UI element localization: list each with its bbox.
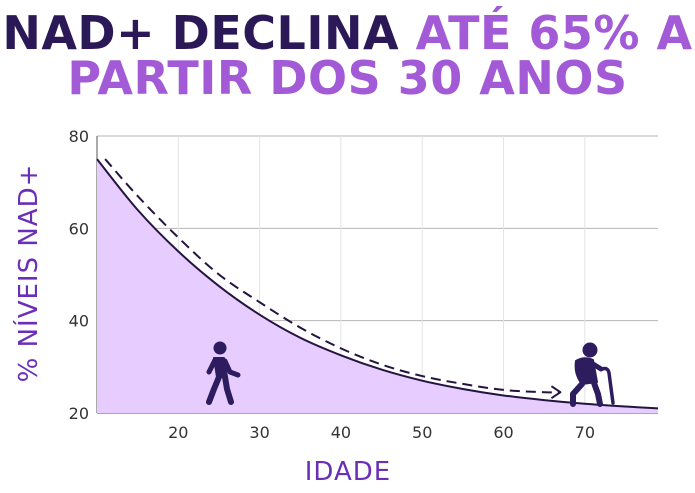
y-tick-label: 80 <box>69 127 89 146</box>
y-tick-label: 40 <box>69 312 89 331</box>
title-dark-part: NAD+ DECLINA <box>2 6 400 60</box>
y-axis-label: % NÍVEIS NAD+ <box>12 164 44 383</box>
x-tick-label: 40 <box>331 423 351 442</box>
walking-person-icon <box>206 341 241 405</box>
y-tick-label: 60 <box>69 219 89 238</box>
dashed-curve-arrowhead <box>550 385 562 400</box>
x-tick-label: 60 <box>493 423 513 442</box>
y-ticks: 20 40 60 80 <box>69 127 89 423</box>
title-line-1: NAD+ DECLINA ATÉ 65% A <box>0 10 695 56</box>
x-tick-label: 50 <box>412 423 432 442</box>
area-fill <box>97 159 658 413</box>
x-tick-label: 70 <box>575 423 595 442</box>
x-tick-label: 20 <box>168 423 188 442</box>
title-line-2: PARTIR DOS 30 ANOS <box>67 51 628 105</box>
title-light-part: ATÉ 65% A <box>415 6 693 60</box>
x-ticks: 20 30 40 50 60 70 <box>168 423 595 442</box>
x-tick-label: 30 <box>249 423 269 442</box>
dashed-curve <box>104 158 561 394</box>
y-tick-label: 20 <box>69 404 89 423</box>
x-axis-label: IDADE <box>305 457 391 487</box>
elderly-person-with-cane-icon <box>570 342 615 407</box>
